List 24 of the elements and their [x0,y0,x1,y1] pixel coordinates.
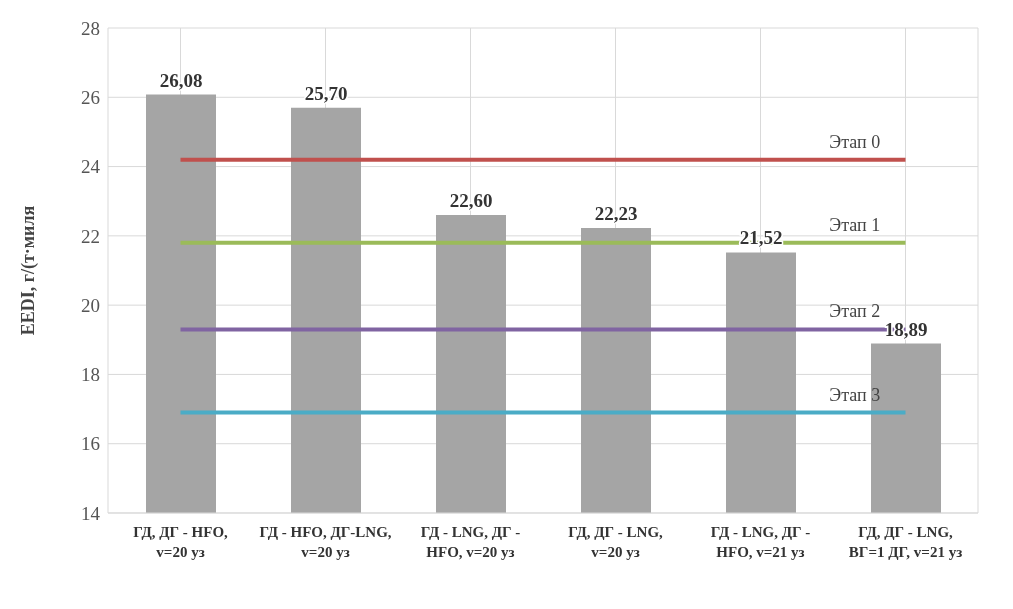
y-tick-label: 18 [81,364,100,386]
ref-line-label: Этап 2 [829,301,881,322]
y-tick-label: 28 [81,17,100,39]
data-label: 22,60 [449,190,493,212]
ref-line-label: Этап 3 [829,384,881,405]
x-tick-label: ГД - LNG, ДГ - HFO, v=20 уз [420,524,521,560]
x-tick-label: ГД, ДГ - HFO, v=20 уз [133,524,229,560]
x-tick-label: ГД - HFO, ДГ-LNG, v=20 уз [259,524,392,560]
ref-line-label: Этап 1 [829,214,881,235]
data-label: 25,70 [304,82,348,104]
y-axis-title: EEDI, г/(т·миля [18,205,40,336]
data-label: 26,08 [159,69,203,91]
y-tick-label: 14 [81,502,101,524]
y-tick-label: 26 [81,87,100,109]
ref-line-label: Этап 0 [829,131,881,152]
y-tick-label: 20 [81,294,100,316]
x-tick-label: ГД - LNG, ДГ - HFO, v=21 уз [710,524,811,560]
x-tick-label: ГД, ДГ - LNG, v=20 уз [568,524,664,560]
x-tick-label: ГД, ДГ - LNG, ВГ=1 ДГ, v=21 уз [848,524,963,560]
y-tick-label: 16 [81,433,100,455]
y-tick-label: 24 [81,156,101,178]
data-label: 18,89 [884,318,928,340]
y-tick-label: 22 [81,225,100,247]
data-label: 22,23 [594,202,638,224]
